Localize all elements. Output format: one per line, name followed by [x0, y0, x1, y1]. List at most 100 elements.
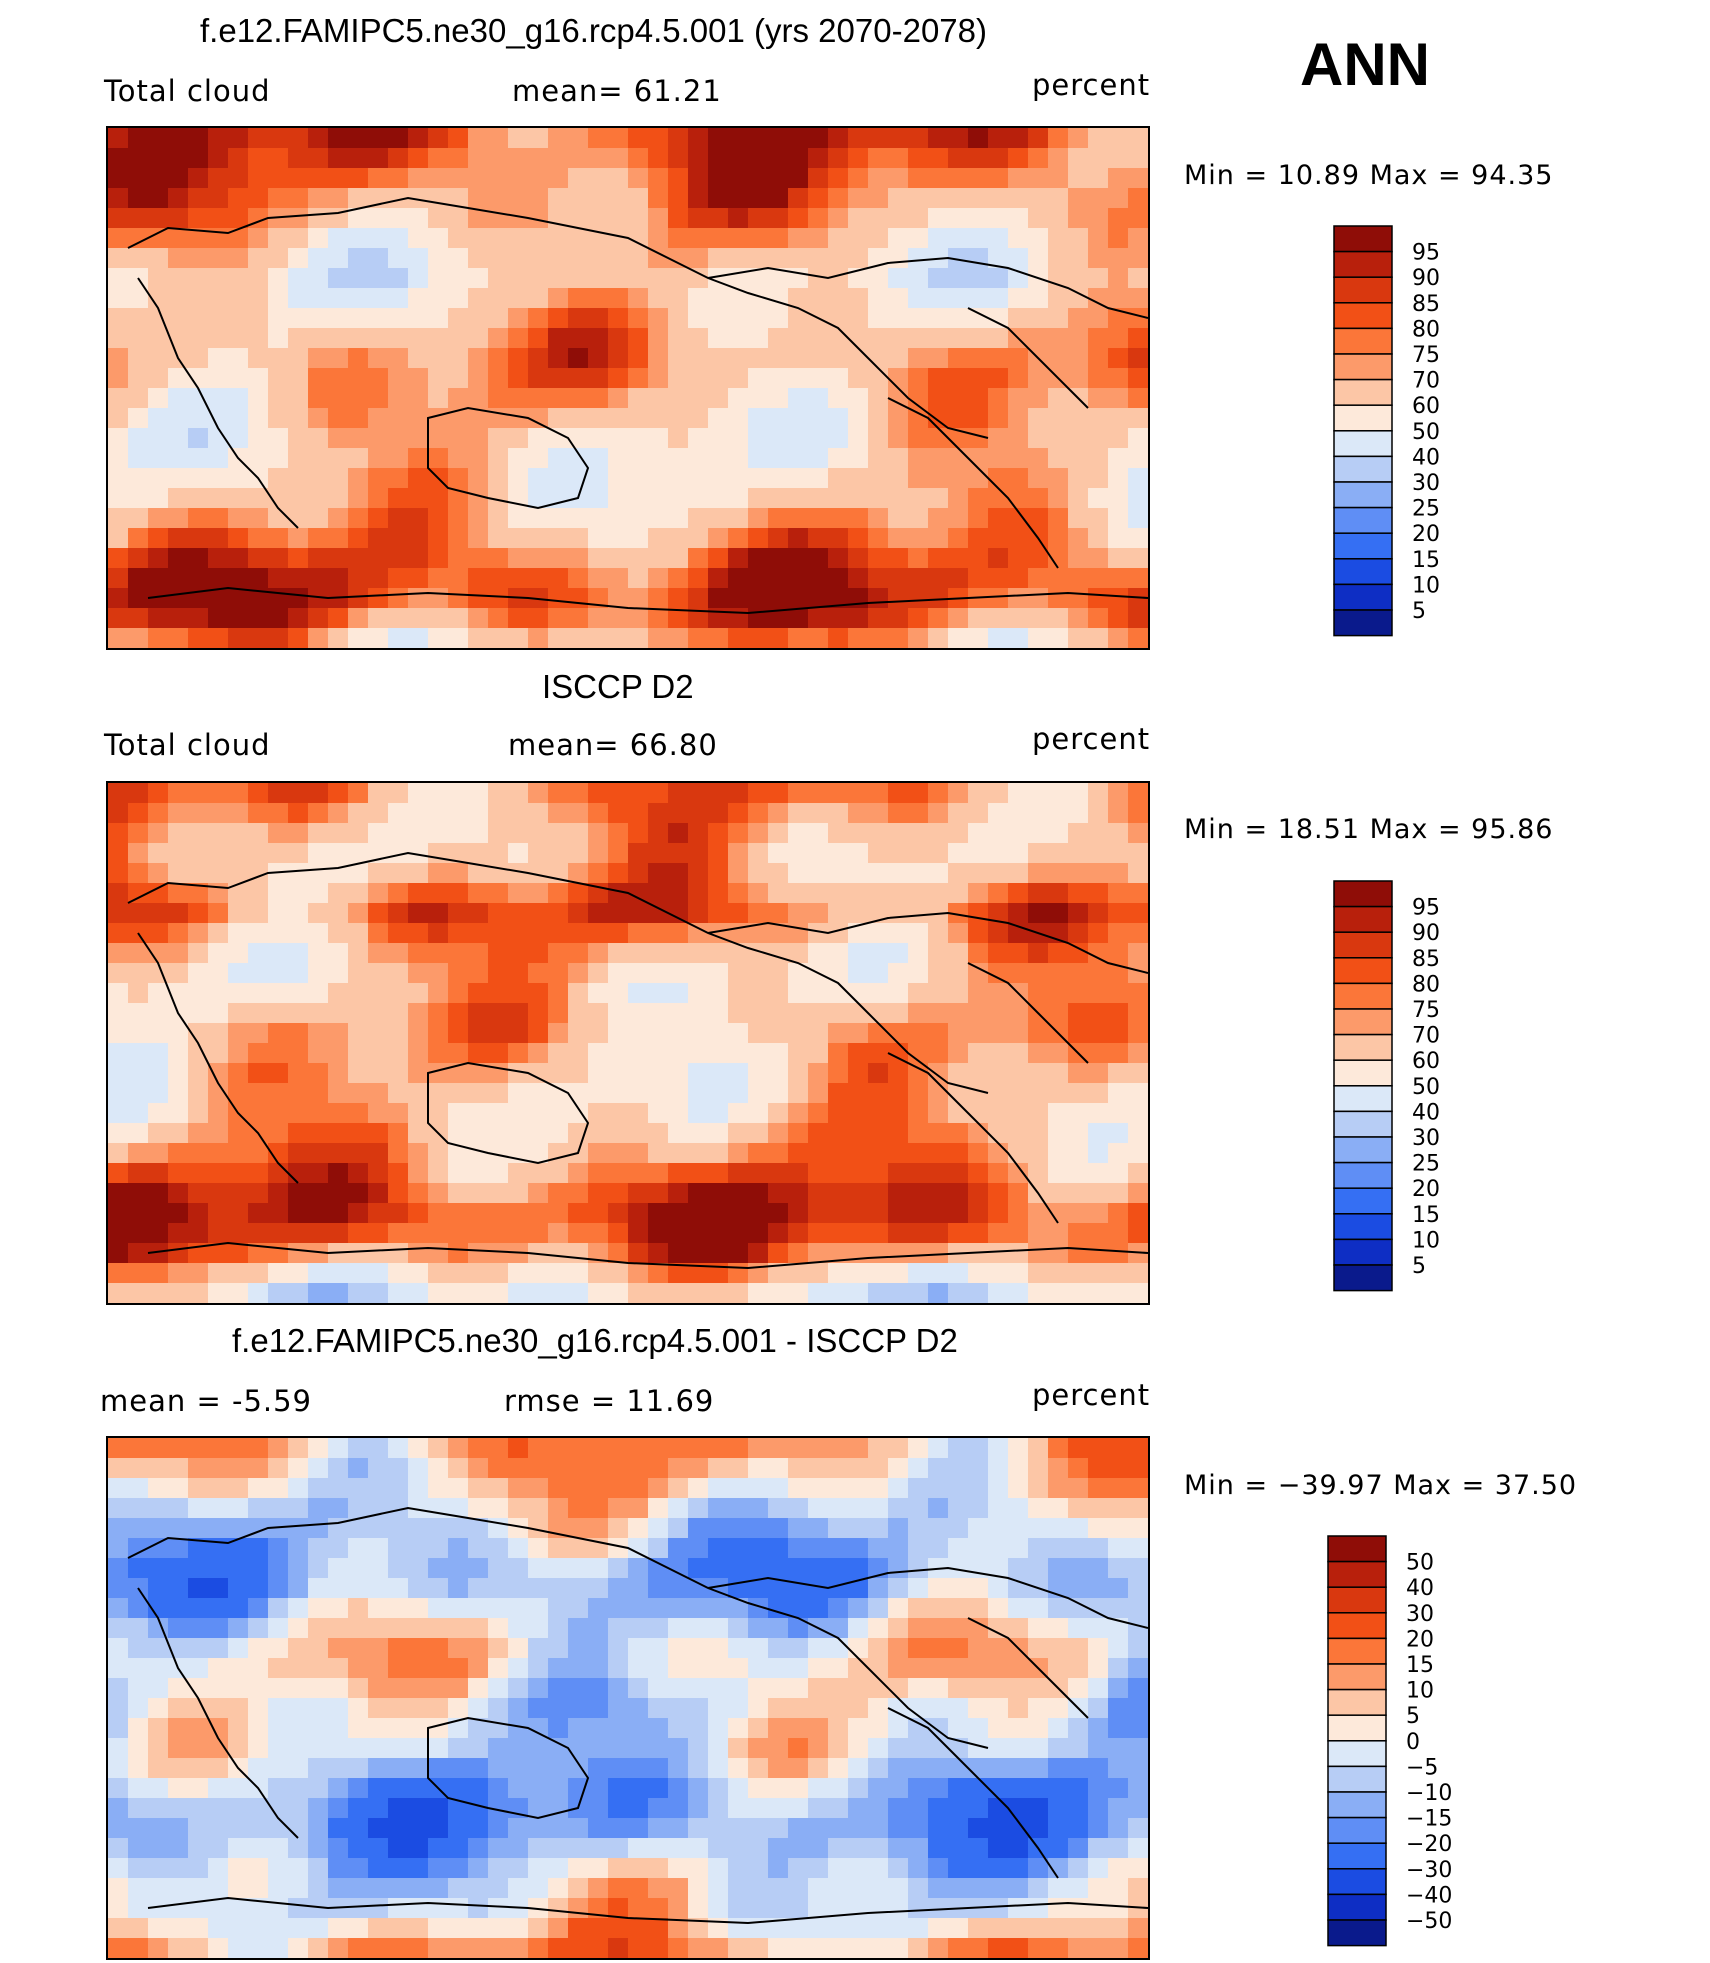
field-cell — [848, 1043, 869, 1064]
field-cell — [428, 943, 449, 964]
field-cell — [1088, 228, 1109, 249]
field-cell — [308, 1798, 329, 1819]
field-cell — [348, 1063, 369, 1084]
field-cell — [128, 1698, 149, 1719]
colorbar-swatch — [1333, 1136, 1393, 1164]
field-cell — [548, 1778, 569, 1799]
field-cell — [1028, 1023, 1049, 1044]
field-cell — [128, 863, 149, 884]
field-cell — [528, 1123, 549, 1144]
field-cell — [148, 1638, 169, 1659]
field-cell — [628, 803, 649, 824]
field-cell — [128, 1083, 149, 1104]
field-cell — [1108, 348, 1129, 369]
field-cell — [388, 208, 409, 229]
field-cell — [868, 1678, 889, 1699]
field-cell — [888, 1143, 909, 1164]
field-cell — [568, 128, 589, 149]
colorbar-swatch — [1327, 1919, 1387, 1947]
field-cell — [168, 1023, 189, 1044]
field-cell — [528, 1518, 549, 1539]
field-cell — [948, 248, 969, 269]
field-cell — [888, 1778, 909, 1799]
field-cell — [608, 863, 629, 884]
field-cell — [488, 1043, 509, 1064]
field-cell — [208, 428, 229, 449]
field-cell — [188, 1438, 209, 1459]
field-cell — [828, 448, 849, 469]
field-cell — [188, 1778, 209, 1799]
field-cell — [728, 1283, 749, 1303]
field-cell — [568, 1023, 589, 1044]
field-cell — [348, 248, 369, 269]
map-field — [108, 128, 1148, 648]
field-cell — [748, 628, 769, 648]
colorbar-tick-label: 40 — [1406, 1576, 1434, 1601]
field-cell — [868, 548, 889, 569]
field-cell — [548, 1043, 569, 1064]
field-cell — [848, 1938, 869, 1958]
field-cell — [1068, 1498, 1089, 1519]
field-cell — [628, 1598, 649, 1619]
field-cell — [888, 1838, 909, 1859]
field-cell — [548, 1063, 569, 1084]
field-cell — [248, 248, 269, 269]
field-cell — [1108, 863, 1129, 884]
field-cell — [1128, 783, 1148, 804]
colorbar-tick-label: 15 — [1406, 1653, 1434, 1678]
field-cell — [728, 1518, 749, 1539]
field-cell — [1008, 1263, 1029, 1284]
field-cell — [468, 1498, 489, 1519]
left-label: mean = -5.59 — [100, 1384, 313, 1418]
field-cell — [948, 1458, 969, 1479]
field-cell — [668, 328, 689, 349]
field-cell — [648, 1223, 669, 1244]
field-cell — [888, 448, 909, 469]
field-cell — [768, 448, 789, 469]
field-cell — [288, 588, 309, 609]
field-cell — [1048, 843, 1069, 864]
field-cell — [228, 428, 249, 449]
colorbar-tick-label: −10 — [1406, 1781, 1452, 1806]
field-cell — [948, 803, 969, 824]
field-cell — [888, 1558, 909, 1579]
field-cell — [1028, 1678, 1049, 1699]
field-cell — [1008, 1858, 1029, 1879]
field-cell — [148, 268, 169, 289]
field-cell — [888, 1123, 909, 1144]
field-cell — [308, 1243, 329, 1264]
field-cell — [488, 1658, 509, 1679]
field-cell — [628, 328, 649, 349]
field-cell — [328, 1778, 349, 1799]
field-cell — [928, 1203, 949, 1224]
field-cell — [188, 1263, 209, 1284]
field-cell — [428, 348, 449, 369]
field-cell — [148, 388, 169, 409]
field-cell — [428, 368, 449, 389]
field-cell — [1128, 1698, 1148, 1719]
field-cell — [268, 268, 289, 289]
field-cell — [128, 1438, 149, 1459]
field-cell — [808, 348, 829, 369]
field-cell — [448, 268, 469, 289]
field-cell — [568, 1518, 589, 1539]
field-cell — [628, 1758, 649, 1779]
field-cell — [1008, 1558, 1029, 1579]
field-cell — [168, 488, 189, 509]
field-cell — [1068, 148, 1089, 169]
field-cell — [668, 1878, 689, 1899]
field-cell — [988, 1063, 1009, 1084]
field-cell — [928, 548, 949, 569]
field-cell — [168, 1818, 189, 1839]
field-cell — [588, 863, 609, 884]
field-cell — [348, 783, 369, 804]
field-cell — [308, 1838, 329, 1859]
field-cell — [448, 1243, 469, 1264]
field-cell — [208, 628, 229, 648]
field-cell — [348, 923, 369, 944]
field-cell — [728, 348, 749, 369]
field-cell — [1028, 208, 1049, 229]
field-cell — [548, 883, 569, 904]
field-cell — [428, 1003, 449, 1024]
field-cell — [708, 168, 729, 189]
